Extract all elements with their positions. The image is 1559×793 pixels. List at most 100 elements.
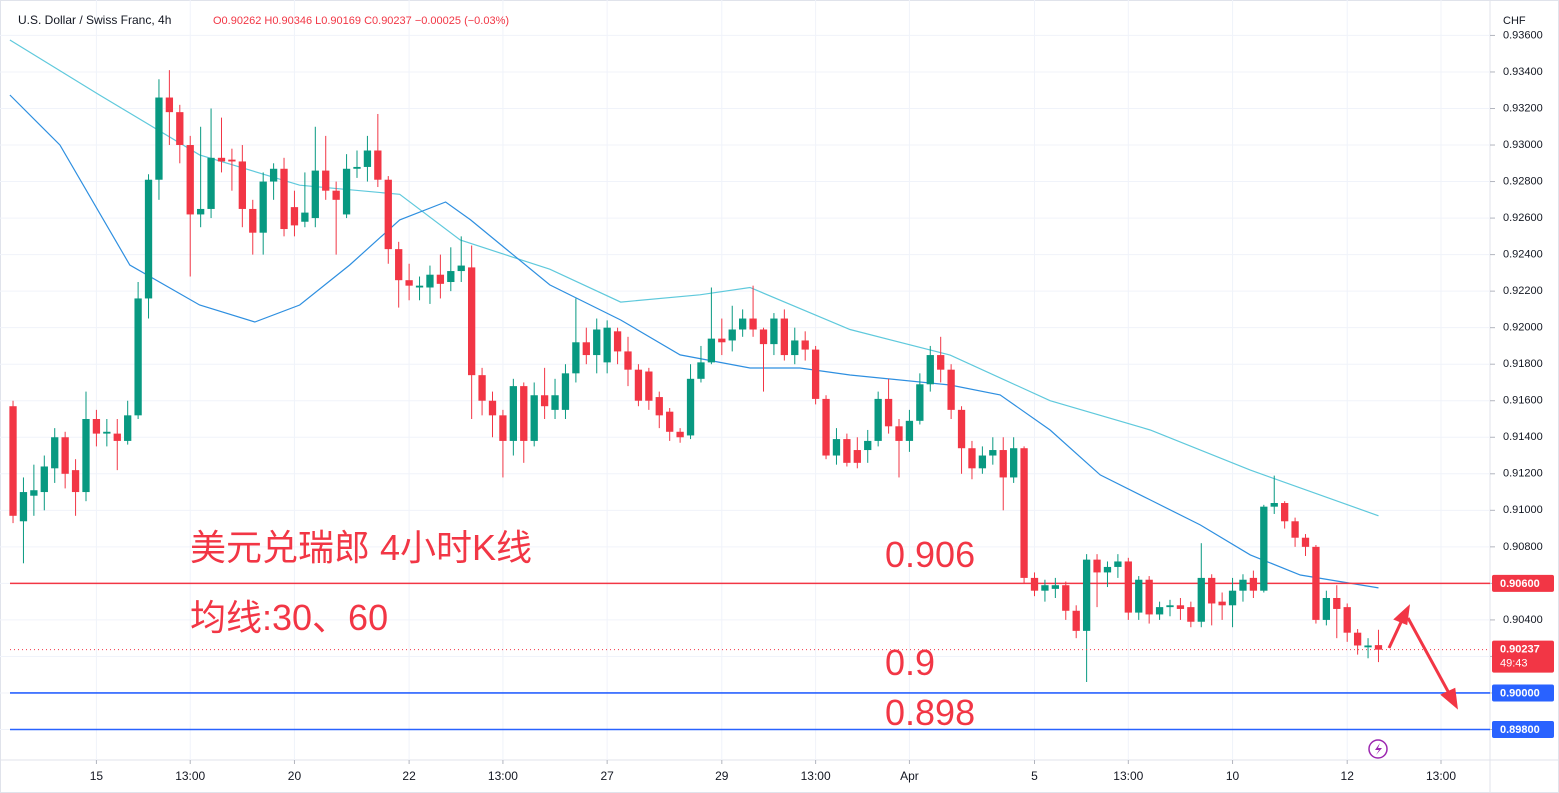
candle-body [634, 369, 643, 401]
candle [1312, 545, 1320, 624]
y-tick-label: 0.92400 [1503, 249, 1543, 261]
y-tick-label: 0.91200 [1503, 468, 1543, 480]
candle-body [1228, 590, 1237, 606]
candle-body [520, 386, 528, 441]
candle-body [1010, 448, 1018, 478]
candle [40, 455, 48, 511]
candle-body [791, 340, 799, 356]
candle [71, 459, 80, 516]
candle [499, 409, 507, 478]
candle [1343, 603, 1351, 642]
candle-body [71, 470, 80, 493]
candle [1197, 543, 1205, 628]
candle-body [593, 329, 601, 356]
candle [353, 150, 361, 178]
y-tick-label: 0.90800 [1503, 541, 1543, 553]
candle-body [1301, 537, 1310, 547]
candle [1239, 574, 1247, 602]
candle [374, 113, 382, 188]
candle [884, 378, 893, 434]
y-tick-label: 0.91400 [1503, 431, 1543, 443]
candle [207, 108, 215, 219]
candle [1030, 572, 1039, 597]
icon-ring[interactable] [1368, 739, 1388, 759]
candle-body [249, 208, 257, 233]
candle-body [1197, 577, 1205, 622]
candle [1166, 599, 1174, 617]
candle-body [572, 342, 580, 374]
y-tick-label: 0.90400 [1503, 614, 1543, 626]
candle [1124, 557, 1132, 620]
candle [864, 429, 872, 463]
candle-body [853, 450, 861, 463]
candle-body [1062, 585, 1070, 611]
candle [937, 336, 945, 383]
candle [697, 345, 705, 383]
x-tick-label: 13:00 [1113, 769, 1143, 783]
candle-body [374, 150, 382, 180]
candle [457, 236, 465, 283]
candle [322, 135, 330, 200]
candle-body [61, 437, 69, 474]
candle-body [332, 190, 340, 200]
x-tick-label: 27 [600, 769, 614, 783]
x-tick-label: Apr [900, 769, 919, 783]
candle-body [1114, 561, 1122, 567]
alert-icon[interactable] [1368, 739, 1388, 759]
candle-body [957, 409, 966, 449]
candle-body [509, 386, 517, 441]
candle-body [269, 168, 278, 182]
candle [1291, 517, 1299, 547]
candle [905, 409, 914, 452]
candle-body [353, 166, 361, 169]
candle [9, 400, 17, 524]
candle [801, 331, 809, 361]
icon-bolt[interactable] [1375, 743, 1382, 755]
candle [1374, 629, 1383, 663]
x-tick-label: 13:00 [1426, 769, 1456, 783]
y-tick-label: 0.93400 [1503, 66, 1543, 78]
candle-body [1353, 632, 1362, 646]
candle-body [978, 455, 987, 469]
candle [603, 320, 611, 374]
price-box [1492, 720, 1554, 738]
candle-body [697, 362, 705, 379]
candle-body [1374, 645, 1383, 650]
candle [415, 276, 424, 301]
candle-body [395, 249, 403, 281]
candle-body [624, 351, 632, 370]
candle-body [1208, 577, 1216, 604]
candle-body [884, 398, 893, 427]
candle [1072, 605, 1080, 639]
arrow-up [1387, 617, 1405, 649]
candle [176, 104, 184, 164]
candle [530, 382, 538, 447]
candle-body [686, 378, 695, 436]
candle-body [707, 338, 716, 363]
candle [561, 364, 570, 419]
candle [520, 382, 528, 463]
candle-body [1291, 521, 1299, 538]
candle [30, 464, 38, 516]
candle [739, 309, 747, 337]
candle [249, 199, 257, 255]
x-tick-label: 13:00 [175, 769, 205, 783]
candle-body [832, 439, 841, 456]
candle [759, 327, 768, 392]
price-box-label: 0.90237 [1500, 644, 1540, 656]
candle [874, 391, 882, 447]
candle-body [1364, 645, 1372, 648]
x-tick-label: 20 [288, 769, 302, 783]
candle-body [82, 418, 90, 493]
candle-body [843, 439, 851, 463]
candle [217, 117, 226, 173]
candle [384, 176, 392, 264]
candle [19, 477, 28, 564]
candle-body [937, 355, 945, 370]
candle [540, 367, 549, 419]
candle [51, 428, 59, 483]
candle-body [196, 208, 205, 215]
candle-body [92, 418, 101, 434]
arrowhead [1440, 687, 1458, 710]
